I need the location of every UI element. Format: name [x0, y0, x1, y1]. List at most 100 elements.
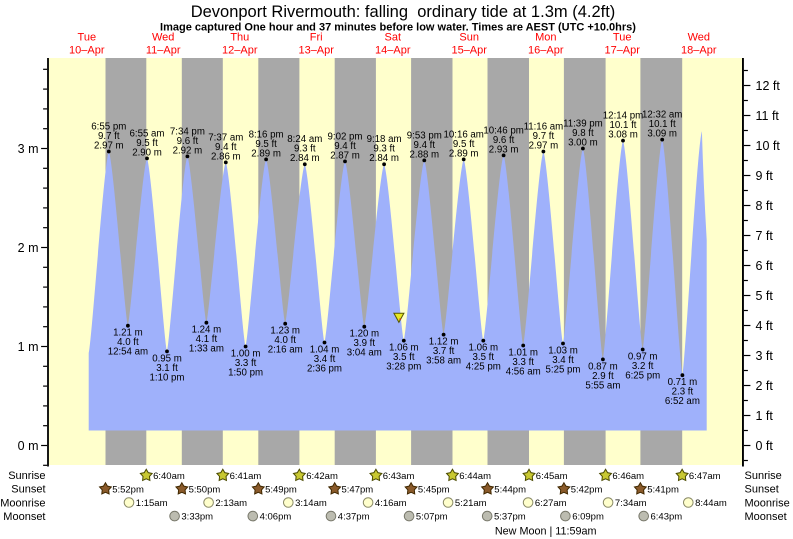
svg-text:3.5 ft: 3.5 ft: [473, 352, 495, 363]
svg-text:Sun: Sun: [459, 32, 479, 44]
svg-text:1:50 pm: 1:50 pm: [228, 368, 263, 379]
svg-text:1.06 m: 1.06 m: [389, 343, 419, 354]
svg-text:Devonport Rivermouth: falling: Devonport Rivermouth: falling ordinary t…: [191, 3, 616, 21]
svg-text:Image captured One hour and 37: Image captured One hour and 37 minutes b…: [160, 22, 636, 34]
svg-text:1.21 m: 1.21 m: [113, 328, 143, 339]
svg-text:3.2 ft: 3.2 ft: [632, 361, 654, 372]
svg-text:6:47am: 6:47am: [689, 471, 721, 482]
svg-text:9.8 ft: 9.8 ft: [572, 128, 594, 139]
svg-text:11 ft: 11 ft: [756, 109, 780, 123]
svg-text:0.97 m: 0.97 m: [628, 352, 658, 363]
svg-text:9.4 ft: 9.4 ft: [334, 141, 356, 152]
svg-text:9.5 ft: 9.5 ft: [453, 139, 475, 150]
svg-text:18–Apr: 18–Apr: [681, 45, 717, 57]
svg-text:3.3 ft: 3.3 ft: [235, 358, 257, 369]
svg-text:1.12 m: 1.12 m: [429, 337, 459, 348]
svg-text:3.7 ft: 3.7 ft: [433, 346, 455, 357]
svg-text:2 m: 2 m: [18, 241, 39, 255]
svg-text:1 m: 1 m: [18, 340, 39, 354]
svg-text:5:25 pm: 5:25 pm: [545, 365, 580, 376]
svg-text:7:34 pm: 7:34 pm: [170, 126, 205, 137]
svg-text:16–Apr: 16–Apr: [528, 45, 564, 57]
svg-text:9.7 ft: 9.7 ft: [533, 131, 555, 142]
svg-text:5:37pm: 5:37pm: [494, 512, 526, 523]
svg-text:8 ft: 8 ft: [756, 199, 774, 213]
svg-text:9.3 ft: 9.3 ft: [294, 144, 316, 155]
svg-text:11–Apr: 11–Apr: [146, 45, 181, 57]
svg-text:0.95 m: 0.95 m: [152, 353, 182, 364]
svg-text:3.4 ft: 3.4 ft: [314, 354, 336, 365]
svg-text:2.97 m: 2.97 m: [529, 140, 559, 151]
svg-text:12–Apr: 12–Apr: [222, 45, 258, 57]
svg-text:1.01 m: 1.01 m: [508, 348, 538, 359]
svg-text:4:37pm: 4:37pm: [338, 512, 370, 523]
svg-text:3 m: 3 m: [18, 142, 39, 156]
svg-text:12:32 am: 12:32 am: [642, 110, 682, 121]
svg-text:5 ft: 5 ft: [756, 289, 774, 303]
svg-text:2.84 m: 2.84 m: [369, 153, 399, 164]
svg-text:3.5 ft: 3.5 ft: [393, 352, 415, 363]
svg-text:Sunrise: Sunrise: [8, 470, 45, 482]
svg-text:3.3 ft: 3.3 ft: [512, 357, 534, 368]
svg-text:1.24 m: 1.24 m: [192, 325, 222, 336]
svg-text:9.5 ft: 9.5 ft: [136, 138, 158, 149]
svg-text:Moonrise: Moonrise: [0, 497, 45, 509]
svg-text:Wed: Wed: [152, 32, 174, 44]
svg-text:3:14am: 3:14am: [295, 498, 327, 509]
svg-text:4:25 pm: 4:25 pm: [466, 362, 501, 373]
svg-text:Moonset: Moonset: [745, 511, 787, 523]
svg-text:4.0 ft: 4.0 ft: [117, 337, 139, 348]
svg-text:3.08 m: 3.08 m: [608, 130, 638, 141]
svg-text:9.4 ft: 9.4 ft: [414, 140, 436, 151]
svg-text:2.92 m: 2.92 m: [173, 145, 203, 156]
svg-text:6:42am: 6:42am: [306, 471, 338, 482]
svg-text:4:56 am: 4:56 am: [506, 367, 541, 378]
svg-text:6:09pm: 6:09pm: [572, 512, 604, 523]
svg-text:5:41pm: 5:41pm: [647, 484, 679, 495]
svg-text:Sunset: Sunset: [11, 484, 45, 496]
svg-text:8:24 am: 8:24 am: [287, 134, 322, 145]
svg-text:0 m: 0 m: [18, 439, 39, 453]
svg-text:9:02 pm: 9:02 pm: [327, 131, 362, 142]
svg-text:6:55 pm: 6:55 pm: [91, 121, 126, 132]
svg-text:Moonset: Moonset: [3, 511, 45, 523]
svg-text:6:43pm: 6:43pm: [651, 512, 683, 523]
svg-text:15–Apr: 15–Apr: [451, 45, 487, 57]
svg-text:2.90 m: 2.90 m: [132, 147, 162, 158]
svg-text:5:52pm: 5:52pm: [112, 484, 144, 495]
svg-text:1.04 m: 1.04 m: [310, 345, 340, 356]
svg-text:1.00 m: 1.00 m: [231, 349, 261, 360]
svg-text:5:42pm: 5:42pm: [571, 484, 603, 495]
svg-text:3 ft: 3 ft: [756, 349, 774, 363]
svg-text:10–Apr: 10–Apr: [69, 45, 105, 57]
svg-text:Wed: Wed: [688, 32, 710, 44]
svg-text:4:16am: 4:16am: [375, 498, 407, 509]
svg-text:6:25 pm: 6:25 pm: [625, 371, 660, 382]
svg-text:5:55 am: 5:55 am: [585, 380, 620, 391]
svg-text:5:07pm: 5:07pm: [416, 512, 448, 523]
svg-text:2.97 m: 2.97 m: [94, 140, 124, 151]
svg-text:6:45am: 6:45am: [536, 471, 568, 482]
svg-text:12:14 pm: 12:14 pm: [603, 111, 643, 122]
svg-text:4.0 ft: 4.0 ft: [274, 335, 296, 346]
svg-text:Tue: Tue: [78, 32, 97, 44]
svg-text:5:50pm: 5:50pm: [189, 484, 221, 495]
svg-text:0.71 m: 0.71 m: [668, 377, 698, 388]
svg-text:5:47pm: 5:47pm: [342, 484, 374, 495]
svg-text:4.1 ft: 4.1 ft: [196, 334, 218, 345]
svg-text:8:44am: 8:44am: [695, 498, 727, 509]
svg-text:9.7 ft: 9.7 ft: [98, 131, 120, 142]
svg-text:17–Apr: 17–Apr: [604, 45, 640, 57]
svg-text:10 ft: 10 ft: [756, 139, 781, 153]
svg-text:10:46 pm: 10:46 pm: [483, 125, 523, 136]
svg-text:3:04 am: 3:04 am: [347, 348, 382, 359]
svg-text:5:44pm: 5:44pm: [494, 484, 526, 495]
svg-text:2.93 m: 2.93 m: [489, 144, 519, 155]
svg-text:5:45pm: 5:45pm: [418, 484, 450, 495]
svg-text:2.88 m: 2.88 m: [409, 149, 439, 160]
svg-text:9.5 ft: 9.5 ft: [255, 139, 277, 150]
svg-text:Mon: Mon: [535, 32, 556, 44]
svg-text:2:36 pm: 2:36 pm: [307, 364, 342, 375]
svg-text:0 ft: 0 ft: [756, 439, 774, 453]
svg-text:1.20 m: 1.20 m: [349, 329, 379, 340]
